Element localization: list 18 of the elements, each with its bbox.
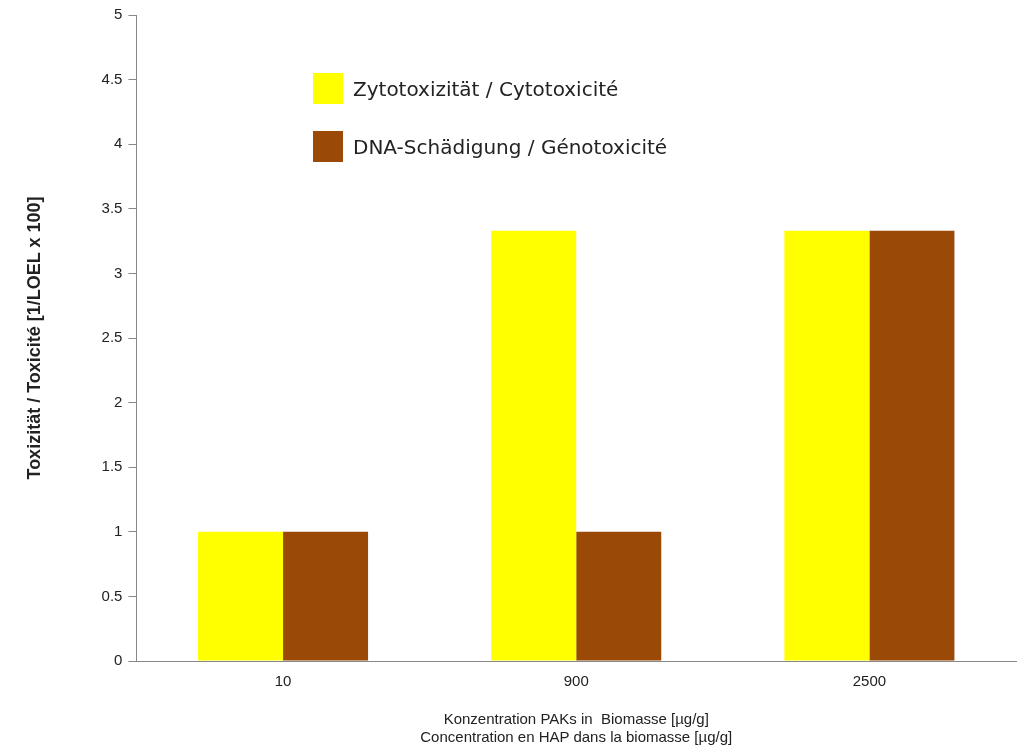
- x-tick-label: 2500: [852, 672, 887, 690]
- x-tick-label: 900: [563, 672, 589, 690]
- y-tick-label: 1: [114, 521, 123, 539]
- y-tick-label: 2.5: [101, 328, 123, 346]
- y-tick-label: 4: [114, 134, 123, 152]
- y-tick-label: 3.5: [101, 198, 123, 216]
- y-tick-label: 4.5: [101, 69, 123, 87]
- x-tick-label: 10: [274, 672, 292, 690]
- legend-label: DNA-Schädigung / Génotoxicité: [353, 134, 668, 159]
- x-axis-title: Konzentration PAKs in Biomasse [µg/g] Concentration en HAP dans la biomasse [µg/g]: [420, 710, 733, 746]
- legend-label: Zytotoxizität / Cytotoxicité: [353, 76, 619, 101]
- y-tick-label: 5: [114, 5, 123, 23]
- y-tick-label: 0: [114, 651, 123, 669]
- y-axis-title: Toxizität / Toxicité [1/LOEL x 100]: [23, 196, 44, 480]
- y-tick-label: 2: [114, 392, 123, 410]
- y-tick-label: 3: [114, 263, 123, 281]
- y-tick-label: 0.5: [101, 586, 123, 604]
- y-tick-label: 1.5: [101, 457, 123, 475]
